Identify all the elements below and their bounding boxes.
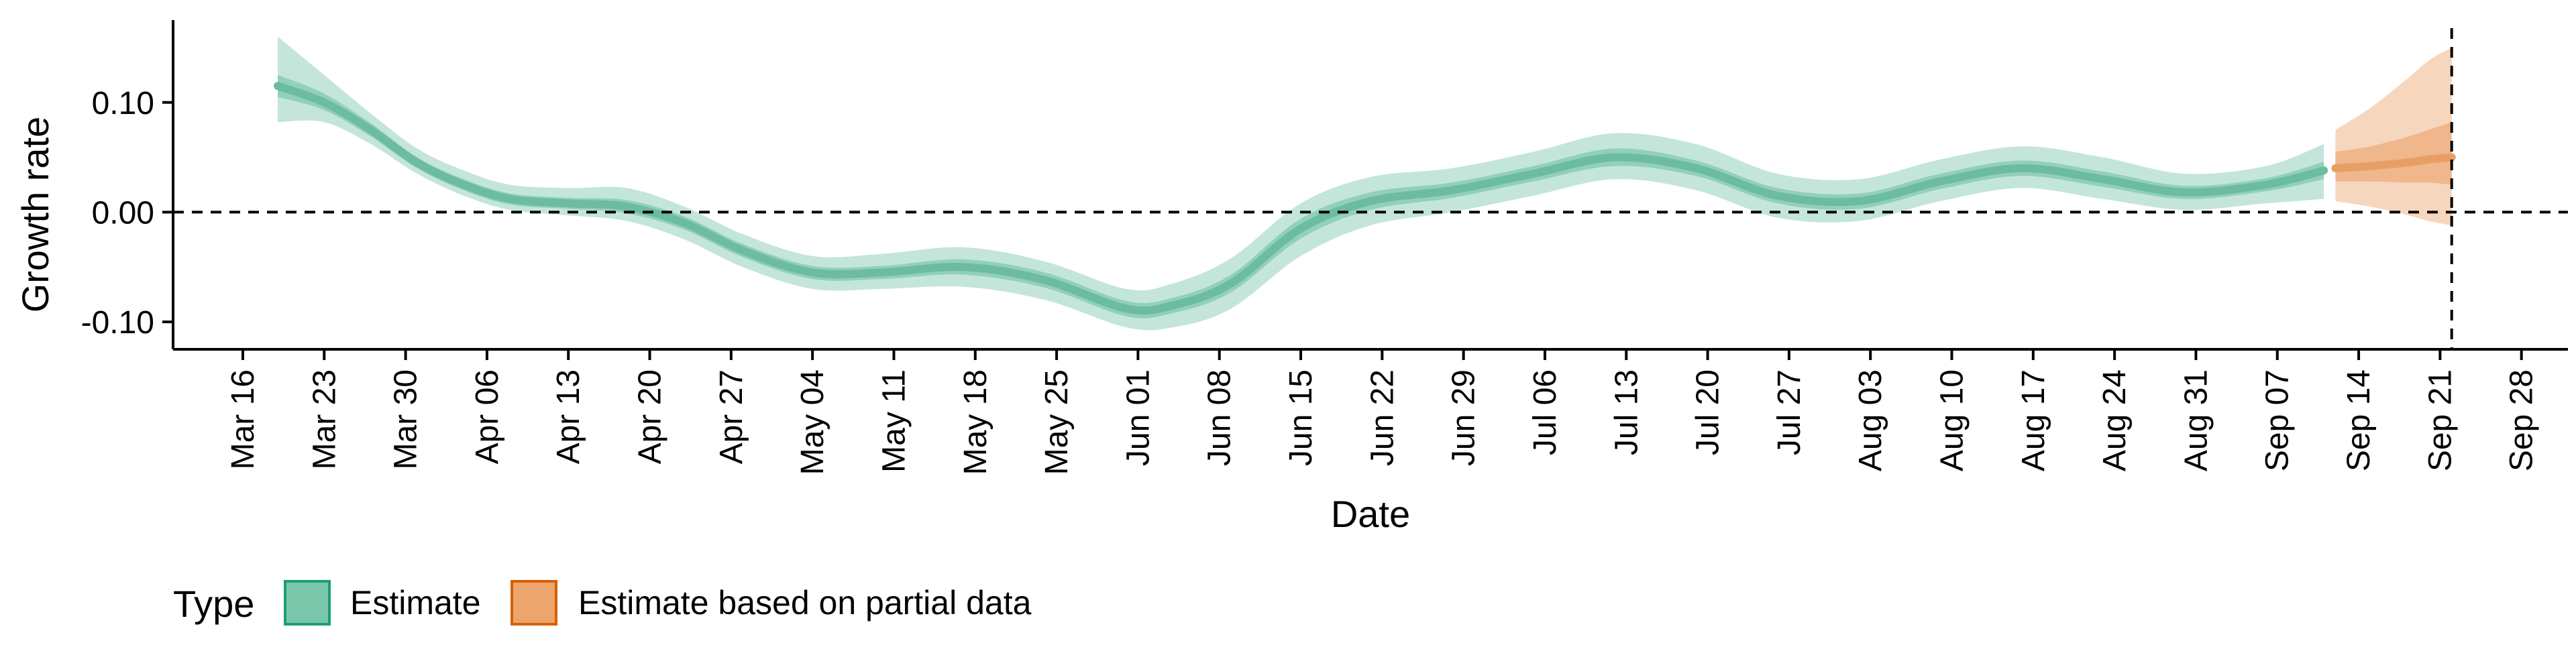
x-tick-label: Aug 24 xyxy=(2097,369,2133,471)
x-tick-label: Sep 28 xyxy=(2504,369,2540,471)
x-tick-label: Aug 03 xyxy=(1853,369,1888,471)
legend-swatch-partial xyxy=(512,581,556,624)
x-tick-label: Jul 06 xyxy=(1527,369,1563,455)
x-tick-label: Jun 01 xyxy=(1120,369,1156,466)
x-tick-label: Jun 22 xyxy=(1364,369,1400,466)
x-tick-label: Jun 08 xyxy=(1202,369,1238,466)
x-tick-label: Mar 16 xyxy=(225,369,261,469)
median-line-estimate xyxy=(274,82,2328,315)
y-tick-label: 0.00 xyxy=(92,195,154,231)
legend-swatch-estimate xyxy=(285,581,329,624)
ribbons-layer xyxy=(274,36,2456,331)
x-tick-label: Sep 07 xyxy=(2260,369,2296,471)
x-tick-label: Jul 13 xyxy=(1609,369,1644,455)
legend: Type Estimate Estimate based on partial … xyxy=(173,580,1032,626)
y-tick-label: -0.10 xyxy=(81,305,154,341)
x-tick-label: May 04 xyxy=(795,369,830,475)
x-tick-label: Apr 13 xyxy=(551,369,586,464)
legend-swatch-partial-outline xyxy=(511,580,557,626)
y-axis-title: Growth rate xyxy=(14,117,56,313)
median-line-partial xyxy=(2331,153,2456,172)
x-tick-label: Sep 21 xyxy=(2422,369,2458,471)
x-tick-label: Jul 27 xyxy=(1772,369,1807,455)
x-tick-label: May 25 xyxy=(1039,369,1075,475)
legend-title: Type xyxy=(173,583,254,625)
x-tick-label: Aug 10 xyxy=(1935,369,1970,471)
x-tick-label: Jun 15 xyxy=(1283,369,1319,466)
x-tick-label: Apr 20 xyxy=(633,369,668,464)
legend-swatch-estimate-outline xyxy=(284,580,331,626)
x-tick-label: Aug 31 xyxy=(2178,369,2214,471)
x-tick-label: Apr 27 xyxy=(714,369,749,464)
x-tick-label: Apr 06 xyxy=(470,369,505,464)
legend-label-estimate: Estimate xyxy=(350,584,481,622)
x-tick-label: Jun 29 xyxy=(1446,369,1482,466)
axes-layer: -0.10 0.00 0.10 Mar 16 Mar 23 Mar 30 Apr 06 Apr… xyxy=(81,20,2568,475)
y-tick-label: 0.10 xyxy=(92,86,154,121)
x-tick-label: Sep 14 xyxy=(2341,369,2377,471)
band-outer-estimate xyxy=(278,36,2324,331)
x-tick-label: Mar 23 xyxy=(307,369,342,469)
x-tick-label: Jul 20 xyxy=(1690,369,1726,455)
legend-label-partial: Estimate based on partial data xyxy=(578,584,1032,622)
x-tick-label: May 18 xyxy=(958,369,994,475)
reference-lines-layer xyxy=(173,28,2568,349)
x-tick-label: Mar 30 xyxy=(388,369,424,469)
x-tick-label: Aug 17 xyxy=(2016,369,2051,471)
x-tick-label: May 11 xyxy=(877,369,912,473)
x-axis-title: Date xyxy=(1331,493,1410,535)
